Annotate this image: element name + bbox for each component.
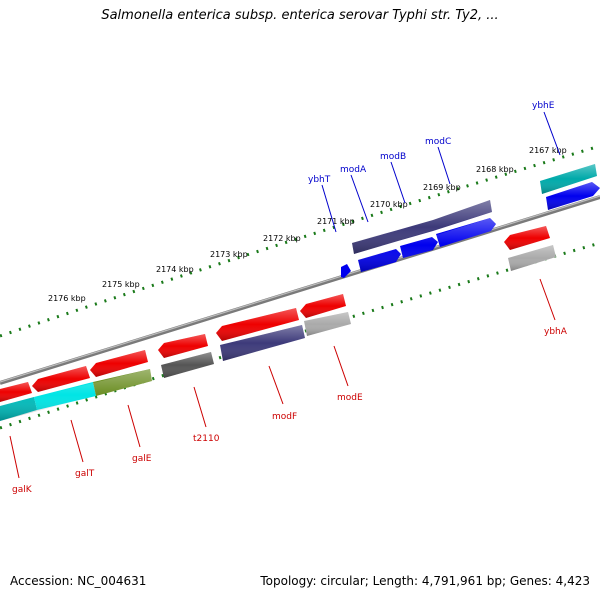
- gene-red-shade: [216, 308, 299, 341]
- map-title: Salmonella enterica subsp. enterica sero…: [101, 8, 499, 23]
- label-line: [127, 404, 141, 448]
- scale-label: 2176 kbp: [48, 294, 86, 303]
- gene-label-galK[interactable]: galK: [12, 485, 33, 495]
- label-line: [390, 161, 406, 204]
- reverse-strand-genes: [0, 226, 556, 421]
- genome-backbone: [0, 195, 600, 385]
- gene-label-ybhT[interactable]: ybhT: [308, 175, 331, 185]
- outer-scale-dots: [0, 144, 600, 338]
- reverse-labels: galK galT galE t2110 modF modE ybhA: [9, 278, 568, 495]
- accession-text: Accession: NC_004631: [10, 574, 147, 588]
- gene-label-modE[interactable]: modE: [337, 393, 363, 403]
- gene-lower-shade: [304, 312, 351, 336]
- gene-label-modF[interactable]: modF: [272, 412, 297, 422]
- scale-label: 2175 kbp: [102, 280, 140, 289]
- genome-backbone-highlight: [0, 195, 600, 383]
- gene-red-shade: [32, 366, 90, 392]
- label-line: [350, 174, 369, 223]
- scale-label: 2174 kbp: [156, 265, 194, 274]
- gene-lower-shade: [220, 325, 305, 361]
- scale-labels: 2176 kbp 2175 kbp 2174 kbp 2173 kbp 2172…: [48, 146, 567, 303]
- forward-strand-genes: [341, 164, 600, 278]
- label-line: [9, 435, 20, 479]
- gene-blue-shade: [358, 218, 496, 272]
- gene-lower-shade: [508, 245, 556, 271]
- gene-band-shade: [352, 200, 492, 254]
- gene-label-modC[interactable]: modC: [425, 137, 451, 147]
- gene-red-shade: [90, 350, 148, 377]
- gene-label-t2110[interactable]: t2110: [193, 434, 220, 444]
- scale-label: 2168 kbp: [476, 165, 514, 174]
- label-line: [437, 146, 451, 185]
- gene-label-ybhE[interactable]: ybhE: [532, 101, 555, 111]
- gene-red-shade: [300, 294, 346, 318]
- gene-label-galE[interactable]: galE: [132, 454, 152, 464]
- gene-label-modB[interactable]: modB: [380, 152, 406, 162]
- gene-label-ybhA[interactable]: ybhA: [544, 327, 568, 337]
- label-line: [543, 111, 561, 156]
- scale-label: 2173 kbp: [210, 250, 248, 259]
- gene-lower-shade: [0, 369, 152, 421]
- scale-label: 2172 kbp: [263, 234, 301, 243]
- gene-label-galT[interactable]: galT: [75, 469, 95, 479]
- gene-ybhT[interactable]: [341, 264, 351, 278]
- scale-label: 2170 kbp: [370, 200, 408, 209]
- scale-label: 2169 kbp: [423, 183, 461, 192]
- label-line: [539, 278, 556, 321]
- gene-red-shade: [158, 334, 208, 358]
- label-line: [321, 184, 337, 233]
- label-line: [333, 345, 349, 387]
- gene-blue-shade: [546, 182, 600, 210]
- scale-label: 2167 kbp: [529, 146, 567, 155]
- label-line: [268, 365, 284, 405]
- scale-label: 2171 kbp: [317, 217, 355, 226]
- gene-red-shade: [0, 382, 32, 402]
- label-line: [70, 419, 84, 463]
- gene-ybhE-shade: [540, 164, 597, 194]
- gene-label-modA[interactable]: modA: [340, 165, 367, 175]
- gene-lower-shade: [161, 352, 214, 378]
- gene-red-shade: [504, 226, 550, 250]
- topology-text: Topology: circular; Length: 4,791,961 bp…: [260, 574, 590, 588]
- forward-labels: ybhT modA modB modC ybhE: [308, 101, 561, 233]
- label-line: [193, 386, 207, 428]
